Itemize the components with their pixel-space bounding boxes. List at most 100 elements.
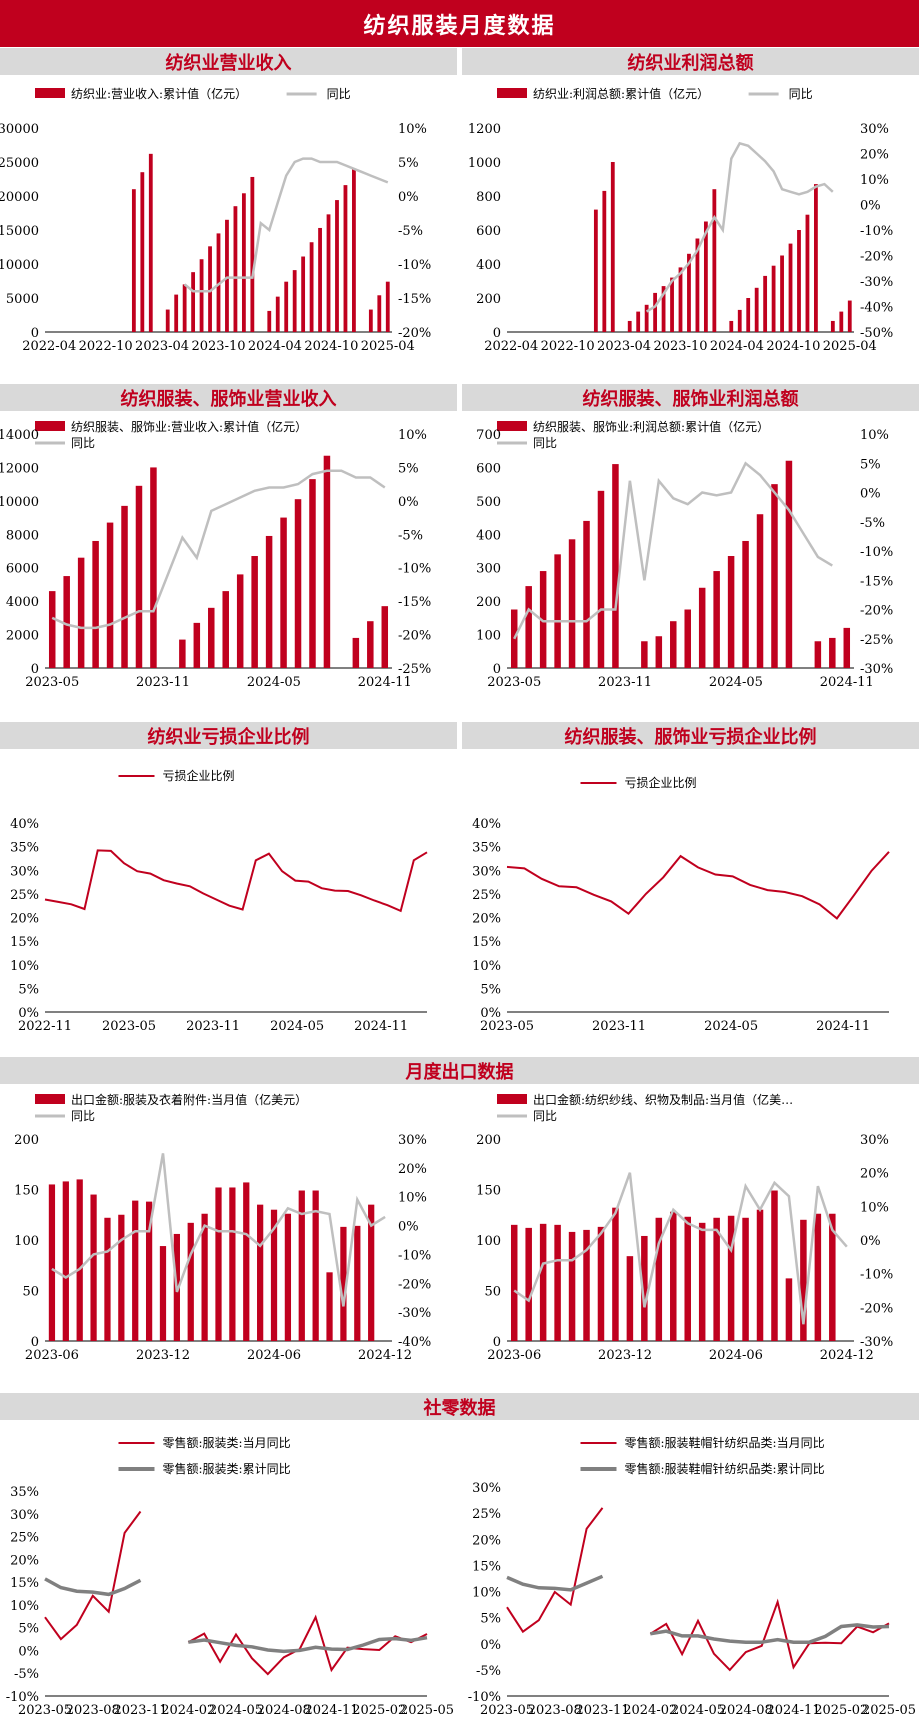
bar <box>77 557 85 668</box>
y-tick-right-label: -20% <box>398 1277 431 1292</box>
bar <box>352 168 356 332</box>
chart-svg: 纺织业:利润总额:累计值（亿元） 同比 0 200 400 600 800 1000 1200 -… <box>468 86 893 354</box>
legend-label-1: 零售额:服装鞋帽针纺织品类:累计同比 <box>625 1461 825 1476</box>
bar <box>216 233 221 332</box>
y-tick-right-label: 10% <box>860 173 889 188</box>
y-tick-left-label: 12000 <box>0 461 39 476</box>
y-tick-right-label: 20% <box>860 148 889 163</box>
legend-label-bar: 出口金额:纺织纱线、织物及制品:当月值（亿美… <box>533 1092 793 1107</box>
y-tick-left-label: 10% <box>472 959 501 974</box>
bar <box>62 1181 69 1341</box>
y-tick-left-label: 30% <box>472 1481 501 1496</box>
bar <box>92 540 99 668</box>
y-tick-left-label: 0% <box>480 1006 501 1021</box>
y-tick-right-label: -25% <box>398 662 431 677</box>
bar <box>106 522 114 668</box>
bar <box>233 206 238 332</box>
x-tick-label: 2022-04 <box>22 339 76 354</box>
bar <box>229 1187 236 1341</box>
y-tick-left-label: 10% <box>472 1586 501 1601</box>
section-title-monthly-export: 月度出口数据 <box>0 1057 919 1084</box>
bar <box>554 554 561 668</box>
yoy-line <box>51 1153 386 1307</box>
y-tick-left-label: 0 <box>31 662 39 677</box>
bar <box>687 253 691 332</box>
yoy-line <box>513 461 833 640</box>
bar <box>568 539 576 668</box>
bar <box>335 200 339 332</box>
bar <box>236 574 244 668</box>
y-tick-right-label: 20% <box>398 1162 427 1177</box>
x-tick-label: 2024-02 <box>623 1703 677 1718</box>
x-tick-label: 2024-11 <box>354 1019 408 1034</box>
y-tick-left-label: 10000 <box>0 258 39 273</box>
y-tick-left-label: 800 <box>476 190 501 205</box>
y-tick-right-label: -15% <box>398 595 431 610</box>
legend-swatch-bar <box>497 421 527 431</box>
x-tick-label: 2023-11 <box>575 1703 629 1718</box>
bar <box>814 1213 822 1341</box>
y-tick-left-label: 0% <box>18 1006 39 1021</box>
bar <box>326 1272 333 1341</box>
bar <box>843 627 851 668</box>
x-tick-label: 2024-06 <box>247 1348 301 1363</box>
bar <box>602 190 607 332</box>
y-tick-right-label: -30% <box>860 1335 893 1350</box>
y-tick-left-label: 40% <box>472 817 501 832</box>
y-tick-right-label: 10% <box>860 428 889 443</box>
legend: 出口金额:纺织纱线、织物及制品:当月值（亿美… 同比 <box>497 1092 793 1123</box>
bar <box>76 1179 83 1341</box>
y-tick-left-label: 0 <box>493 662 501 677</box>
chart-svg: 出口金额:纺织纱线、织物及制品:当月值（亿美… 同比 0 50 100 150 200 -30… <box>476 1092 893 1363</box>
y-tick-left-label: 25000 <box>0 156 39 171</box>
x-tick-label: 2024-04 <box>710 339 764 354</box>
legend-label-0: 零售额:服装类:当月同比 <box>163 1435 291 1450</box>
legend-swatch-bar <box>497 1094 527 1104</box>
bar <box>583 520 590 668</box>
bar <box>225 219 229 332</box>
bar <box>131 189 136 332</box>
y-tick-right-label: -20% <box>398 326 431 341</box>
axes: 0 5000 10000 15000 20000 25000 30000 -20% -15% -1… <box>0 122 431 354</box>
bar <box>698 1222 706 1341</box>
bar <box>729 320 734 332</box>
y-tick-right-label: 30% <box>860 122 889 137</box>
legend-label-yoy: 同比 <box>71 1109 95 1123</box>
bar <box>193 622 201 668</box>
y-tick-right-label: 30% <box>860 1133 889 1148</box>
legend-label-yoy: 同比 <box>71 436 95 450</box>
chart-svg: 纺织服装、服饰业:利润总额:累计值（亿元） 同比 0 100 200 300 400 500 6… <box>476 419 893 690</box>
bar <box>597 490 605 668</box>
y-tick-right-label: -5% <box>398 528 423 543</box>
bar <box>597 1226 605 1341</box>
bar <box>243 1182 250 1341</box>
bar <box>208 607 215 668</box>
axes: 0% 5% 10% 15% 20% 25% 30% 35% 40% 2023-05 2023-11 2… <box>472 817 889 1034</box>
y-tick-left-label: 200 <box>14 1133 39 1148</box>
bars <box>510 460 851 668</box>
bar <box>182 284 187 332</box>
bar <box>754 287 759 332</box>
y-tick-left-label: 20% <box>10 912 39 927</box>
bar <box>788 243 793 332</box>
bar <box>626 1256 634 1341</box>
bar <box>539 1223 547 1341</box>
x-tick-label: 2024-08 <box>719 1703 773 1718</box>
legend-label-0: 亏损企业比例 <box>163 768 235 783</box>
bar <box>250 176 255 332</box>
bar <box>641 641 648 668</box>
bar <box>326 214 331 332</box>
x-tick-label: 2023-11 <box>186 1019 240 1034</box>
chart-retail-apparel: 零售额:服装类:当月同比 零售额:服装类:累计同比 -10% -5% 0% 5% 10% 15… <box>0 1421 457 1729</box>
y-tick-left-label: 14000 <box>0 428 39 443</box>
axes: 0 50 100 150 200 -30% -20% -10% 0% 10% 20% 30% 2023-… <box>476 1133 893 1363</box>
y-tick-left-label: -5% <box>14 1667 39 1682</box>
bar <box>525 586 532 668</box>
y-tick-left-label: 25% <box>472 1507 501 1522</box>
y-tick-left-label: 20000 <box>0 190 39 205</box>
bar <box>737 309 742 332</box>
y-tick-left-label: 20% <box>472 1533 501 1548</box>
chart-textile-revenue: 纺织业:营业收入:累计值（亿元） 同比 0 5000 10000 15000 20000 25… <box>0 76 457 376</box>
legend-label-bar: 纺织服装、服饰业:营业收入:累计值（亿元） <box>71 419 307 434</box>
x-tick-label: 2024-11 <box>304 1703 358 1718</box>
